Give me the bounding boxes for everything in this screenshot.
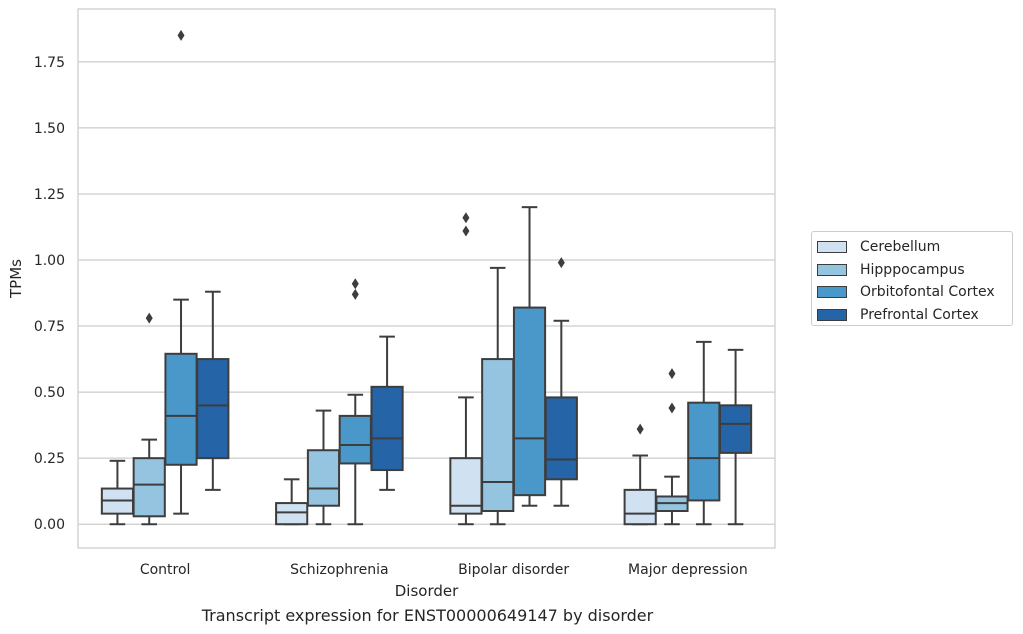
iqr-box	[132, 457, 166, 518]
iqr-box	[306, 449, 341, 507]
iqr-box	[338, 414, 372, 465]
legend-swatch	[817, 241, 847, 254]
outlier-point	[177, 29, 185, 41]
outlier-point	[462, 212, 470, 224]
box-plot	[338, 278, 372, 526]
legend-item: Orbitofontal Cortex	[817, 281, 1012, 304]
box-plot	[275, 478, 309, 526]
tick-layer: 0.00 0.25 0.50 0.75 1.00 1.25 1.50 1.75 Control S…	[34, 55, 748, 578]
y-tick-label: 0.25	[34, 451, 65, 467]
box-plot	[100, 459, 135, 526]
box-layer	[100, 29, 753, 526]
box-plot	[512, 206, 547, 507]
iqr-box	[687, 401, 721, 502]
box-plot	[623, 423, 657, 526]
box-plot	[718, 348, 753, 526]
iqr-box	[196, 358, 230, 460]
iqr-box	[449, 457, 483, 515]
legend-label: Cerebellum	[860, 239, 941, 256]
iqr-box	[623, 488, 657, 526]
y-tick-label: 1.50	[34, 121, 65, 137]
y-tick-label: 1.00	[34, 253, 65, 269]
box-plot	[370, 335, 404, 491]
box-plot	[687, 340, 721, 526]
outlier-point	[557, 257, 565, 269]
y-tick-label: 0.75	[34, 319, 65, 335]
box-plot	[544, 257, 578, 507]
legend-label: Orbitofontal Cortex	[860, 284, 995, 301]
outlier-point	[636, 423, 644, 435]
iqr-box	[370, 385, 404, 472]
box-plot	[132, 312, 166, 526]
x-tick-label: Control	[140, 562, 191, 578]
legend-swatch	[817, 308, 847, 321]
iqr-box	[544, 396, 578, 481]
iqr-box	[718, 404, 753, 454]
x-tick-label: Major depression	[628, 562, 748, 578]
legend-item: Cerebellum	[817, 236, 1012, 259]
x-tick-label: Bipolar disorder	[458, 562, 569, 578]
legend-label: Hipppocampus	[860, 261, 965, 278]
legend-item: Hipppocampus	[817, 259, 1012, 282]
iqr-box	[481, 358, 515, 513]
box-plot	[196, 290, 230, 491]
iqr-box	[164, 352, 198, 466]
x-axis-title: Disorder	[395, 582, 459, 600]
chart-caption: Transcript expression for ENST0000064914…	[201, 606, 654, 625]
y-tick-label: 0.00	[34, 517, 65, 533]
outlier-point	[145, 312, 153, 324]
iqr-box	[275, 502, 309, 526]
outlier-point	[351, 288, 359, 300]
legend-item: Prefrontal Cortex	[817, 304, 1012, 327]
outlier-point	[351, 278, 359, 290]
y-tick-label: 1.75	[34, 55, 65, 71]
iqr-box	[512, 306, 547, 497]
x-tick-label: Schizophrenia	[290, 562, 388, 578]
box-plot	[164, 29, 198, 515]
box-plot	[481, 266, 515, 526]
y-tick-label: 1.25	[34, 187, 65, 203]
box-plot	[306, 409, 341, 526]
box-plot	[655, 368, 689, 526]
outlier-point	[668, 402, 676, 414]
legend: Cerebellum Hipppocampus Orbitofontal Corte…	[811, 231, 1013, 326]
plot-frame	[77, 8, 776, 549]
legend-swatch	[817, 263, 847, 276]
legend-swatch	[817, 286, 847, 299]
outlier-point	[462, 225, 470, 237]
y-axis-title: TPMs	[7, 259, 25, 299]
y-tick-label: 0.50	[34, 385, 65, 401]
legend-label: Prefrontal Cortex	[860, 306, 979, 323]
outlier-point	[668, 368, 676, 380]
box-plot	[449, 212, 483, 526]
